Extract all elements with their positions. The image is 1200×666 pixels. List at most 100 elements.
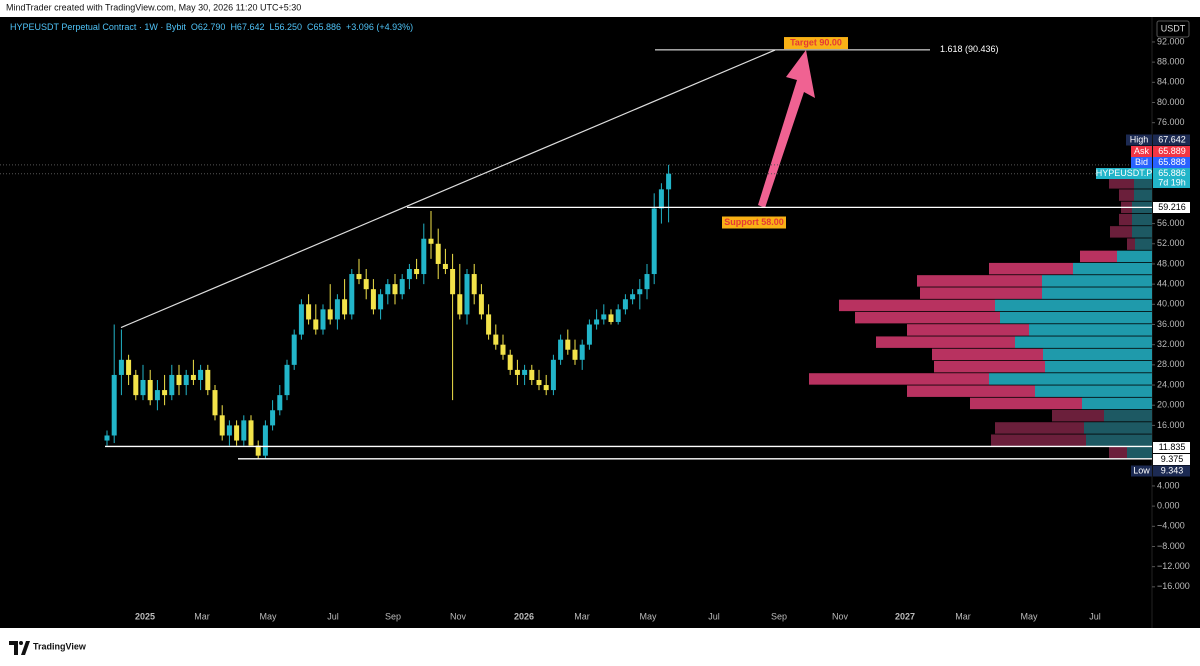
brand: TradingView — [33, 641, 87, 651]
x-tick-label: Nov — [832, 611, 849, 621]
candle-body — [104, 435, 110, 441]
x-tick-label: Mar — [574, 611, 590, 621]
y-tick-label: 52.000 — [1157, 238, 1185, 248]
candle-body — [457, 294, 463, 315]
profile-up — [1042, 287, 1152, 299]
profile-up — [1117, 250, 1152, 263]
candle-body — [291, 334, 297, 365]
currency-box — [1156, 20, 1190, 38]
candle-body — [154, 390, 160, 401]
x-tick-label: 2025 — [135, 611, 155, 621]
level-label: 9.375 — [1161, 454, 1184, 464]
candle-body — [284, 364, 290, 396]
candle-body — [608, 314, 614, 322]
x-tick-label: Mar — [194, 611, 210, 621]
candle-body — [183, 374, 189, 386]
candle-body — [558, 339, 564, 360]
annotation: Target 90.00 — [790, 37, 842, 47]
candle-body — [306, 304, 312, 320]
price-label-box — [1153, 157, 1190, 168]
candle-body — [529, 369, 535, 380]
candle-body — [630, 294, 636, 300]
candle-body — [241, 420, 247, 441]
price-label-box — [1153, 465, 1190, 477]
profile-up — [1035, 385, 1152, 397]
profile-down — [876, 336, 1015, 348]
profile-down — [1052, 409, 1104, 422]
candle-body — [349, 274, 355, 315]
price-label-name-box — [1126, 134, 1152, 146]
y-tick-label: −12.000 — [1157, 561, 1190, 571]
candle-body — [572, 349, 578, 360]
candle-body — [586, 324, 592, 345]
candle-body — [255, 445, 261, 456]
price-label: 65.889 — [1158, 146, 1186, 156]
price-label-name: High — [1130, 134, 1149, 144]
profile-up — [1134, 177, 1152, 189]
y-tick-label: 76.000 — [1157, 117, 1185, 127]
profile-up — [1134, 189, 1152, 201]
candle-body — [543, 385, 549, 391]
candle-body — [514, 369, 520, 375]
candle-body — [594, 319, 600, 325]
y-tick-label: 28.000 — [1157, 359, 1185, 369]
candle-body — [507, 354, 513, 370]
annotation-box — [784, 37, 848, 50]
x-tick-label: May — [259, 611, 277, 621]
price-label-name: Bid — [1135, 157, 1148, 167]
annotation: Support 58.00 — [724, 217, 784, 227]
y-tick-label: 92.000 — [1157, 36, 1185, 46]
candle-body — [486, 314, 492, 335]
x-tick-label: May — [639, 611, 657, 621]
candle-body — [313, 319, 319, 330]
profile-down — [917, 275, 1042, 287]
candle-body — [550, 359, 556, 391]
y-tick-label: 4.000 — [1157, 480, 1180, 490]
candle-body — [226, 425, 232, 436]
profile-up — [1127, 446, 1152, 459]
candle-body — [622, 299, 628, 310]
candle-body — [190, 374, 196, 380]
profile-down — [1109, 446, 1127, 459]
price-label: 9.343 — [1161, 465, 1184, 475]
x-tick-label: Jul — [1089, 611, 1101, 621]
candle-body — [385, 284, 391, 295]
x-tick-label: Jul — [327, 611, 339, 621]
profile-down — [932, 348, 1043, 361]
level-label-box — [1153, 454, 1190, 465]
y-tick-label: −8.000 — [1157, 541, 1185, 551]
candle-body — [428, 238, 434, 244]
x-tick-label: Jul — [708, 611, 720, 621]
price-label-name-box — [1131, 465, 1152, 477]
profile-down — [1109, 177, 1134, 189]
y-tick-label: −4.000 — [1157, 521, 1185, 531]
candle-body — [493, 334, 499, 345]
candle-body — [370, 289, 376, 310]
candle-body — [111, 374, 117, 436]
candle-body — [658, 189, 664, 209]
profile-up — [989, 373, 1152, 385]
profile-up — [1043, 348, 1152, 361]
y-tick-label: 88.000 — [1157, 57, 1185, 67]
y-tick-label: −16.000 — [1157, 581, 1190, 591]
price-label-name-box — [1131, 157, 1152, 168]
y-tick-label: 56.000 — [1157, 218, 1185, 228]
profile-up — [1029, 324, 1152, 336]
pink-arrow — [758, 50, 815, 208]
profile-down — [970, 397, 1082, 410]
profile-up — [1084, 422, 1152, 434]
profile-down — [1119, 189, 1134, 201]
y-tick-label: 36.000 — [1157, 319, 1185, 329]
candle-body — [392, 284, 398, 295]
y-tick-label: 0.000 — [1157, 500, 1180, 510]
candle-body — [378, 294, 384, 310]
legend-value: O62.790 — [191, 22, 226, 32]
price-label: 67.642 — [1158, 134, 1186, 144]
legend-title: HYPEUSDT Perpetual Contract · 1W · Bybit — [10, 22, 186, 32]
candle-body — [421, 238, 427, 275]
header: MindTrader created with TradingView.com,… — [6, 2, 301, 12]
y-tick-label: 32.000 — [1157, 339, 1185, 349]
candle-body — [342, 299, 348, 315]
